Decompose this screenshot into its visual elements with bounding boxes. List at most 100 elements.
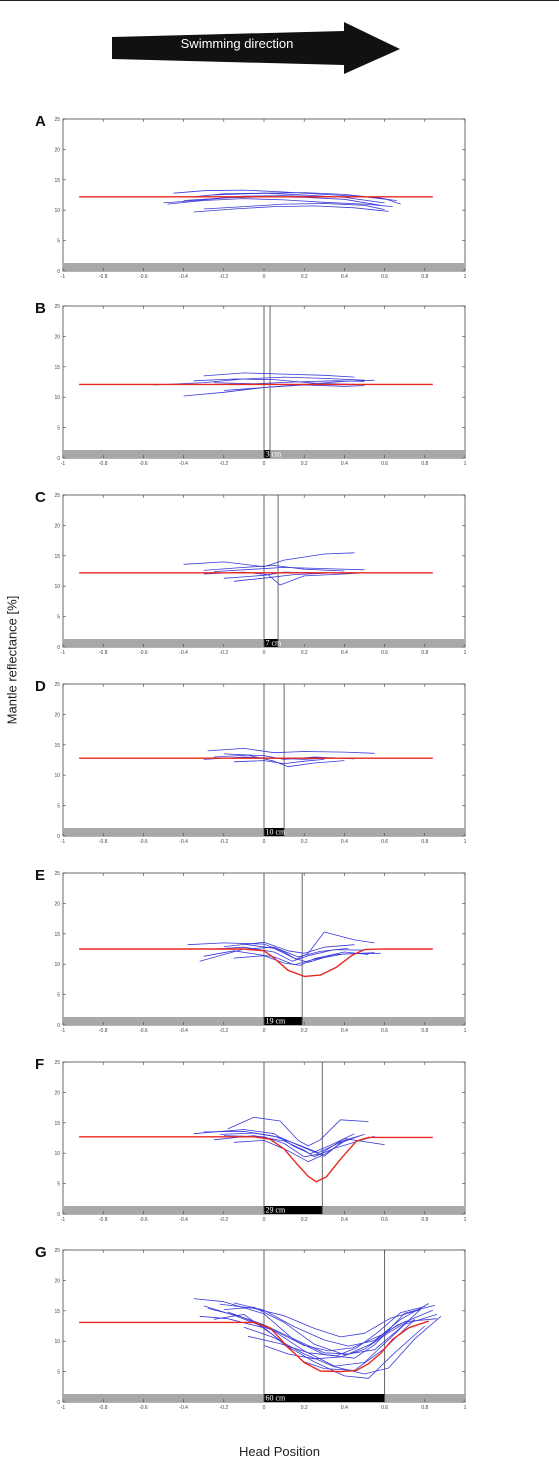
trace-line xyxy=(207,1308,437,1352)
x-tick-label: 0.8 xyxy=(421,461,428,467)
x-tick-label: 0.8 xyxy=(421,1217,428,1223)
x-tick-label: 0.6 xyxy=(381,839,388,845)
y-tick-label: 5 xyxy=(57,1370,60,1376)
x-tick-label: -0.2 xyxy=(219,1028,228,1034)
x-tick-label: -1 xyxy=(61,1217,66,1223)
y-tick-label: 15 xyxy=(54,1121,60,1127)
x-tick-label: -0.2 xyxy=(219,274,228,280)
x-tick-label: -1 xyxy=(61,461,66,467)
y-tick-label: 0 xyxy=(57,1212,60,1218)
y-tick-label: 15 xyxy=(54,365,60,371)
trace-line xyxy=(207,748,375,754)
stimulus-bar xyxy=(264,450,271,458)
x-tick-label: 0.2 xyxy=(301,1217,308,1223)
top-border-line xyxy=(0,0,559,1)
trace-line xyxy=(183,552,355,568)
x-tick-label: -0.6 xyxy=(139,839,148,845)
x-tick-label: 0.2 xyxy=(301,1028,308,1034)
y-tick-label: 25 xyxy=(54,871,60,877)
y-tick-label: 10 xyxy=(54,962,60,968)
panel-letter: B xyxy=(35,300,46,317)
panel-letter: F xyxy=(35,1056,44,1073)
x-tick-label: 0.8 xyxy=(421,274,428,280)
stimulus-bar xyxy=(264,639,279,647)
y-tick-label: 15 xyxy=(54,178,60,184)
x-tick-label: -0.4 xyxy=(179,1405,188,1411)
trace-line xyxy=(233,951,369,966)
x-tick-label: -0.4 xyxy=(179,461,188,467)
x-tick-label: 0 xyxy=(263,1405,266,1411)
panel-f: F 0 5 10 15 20 25 -1 -0.8 -0.6 -0.4 -0.2 0 0.2 0.4 0.6 0… xyxy=(35,1056,467,1223)
x-tick-label: -0.8 xyxy=(99,839,108,845)
x-tick-label: -0.6 xyxy=(139,461,148,467)
x-tick-label: -0.2 xyxy=(219,1405,228,1411)
x-tick-label: -0.6 xyxy=(139,1217,148,1223)
x-tick-label: 0.4 xyxy=(341,1217,348,1223)
trace-line xyxy=(247,1306,425,1357)
x-tick-label: 0 xyxy=(263,1217,266,1223)
x-tick-label: 0.2 xyxy=(301,839,308,845)
x-tick-label: 1 xyxy=(464,461,467,467)
x-tick-label: 0.4 xyxy=(341,1405,348,1411)
y-tick-label: 25 xyxy=(54,117,60,123)
trace-line xyxy=(187,931,375,960)
x-tick-label: 0.6 xyxy=(381,650,388,656)
x-tick-label: -0.8 xyxy=(99,1405,108,1411)
trace-line xyxy=(233,1138,349,1163)
x-tick-label: 0 xyxy=(263,650,266,656)
stimulus-bar xyxy=(264,1206,323,1214)
y-tick-label: 0 xyxy=(57,1400,60,1406)
y-tick-label: 25 xyxy=(54,682,60,688)
stimulus-label: 7 cm xyxy=(266,639,283,648)
x-tick-label: 0.8 xyxy=(421,839,428,845)
x-tick-label: -0.6 xyxy=(139,1405,148,1411)
x-tick-label: -0.8 xyxy=(99,461,108,467)
trace-line xyxy=(213,754,345,768)
x-tick-label: -0.8 xyxy=(99,1217,108,1223)
model-line xyxy=(79,948,433,978)
x-tick-label: -0.8 xyxy=(99,1028,108,1034)
x-tick-label: 0.6 xyxy=(381,1217,388,1223)
panel-a: A 0 5 10 15 20 25 -1 -0.8 -0.6 -0.4 -0.2 0 0.2 0.4 0.6 0… xyxy=(35,113,467,280)
stimulus-label: 3 cm xyxy=(266,450,283,459)
x-tick-label: 0 xyxy=(263,461,266,467)
x-tick-label: -0.6 xyxy=(139,650,148,656)
y-tick-label: 5 xyxy=(57,426,60,432)
x-tick-label: 0 xyxy=(263,274,266,280)
x-tick-label: 0 xyxy=(263,839,266,845)
trace-line xyxy=(233,572,335,582)
y-tick-label: 0 xyxy=(57,834,60,840)
trace-line xyxy=(193,205,389,213)
y-tick-label: 0 xyxy=(57,269,60,275)
panel-letter: D xyxy=(35,678,46,695)
y-tick-label: 25 xyxy=(54,1248,60,1254)
model-line xyxy=(79,1320,430,1373)
y-tick-label: 20 xyxy=(54,1278,60,1284)
y-tick-label: 15 xyxy=(54,1309,60,1315)
y-tick-label: 10 xyxy=(54,208,60,214)
y-tick-label: 25 xyxy=(54,304,60,310)
panel-b: B 0 5 10 15 20 25 -1 -0.8 -0.6 -0.4 -0.2 0 0.2 0.4 0.6 0… xyxy=(35,300,467,467)
stimulus-label: 60 cm xyxy=(266,1394,287,1403)
y-tick-label: 10 xyxy=(54,584,60,590)
x-tick-label: 0.4 xyxy=(341,1028,348,1034)
y-tick-label: 5 xyxy=(57,993,60,999)
y-tick-label: 10 xyxy=(54,773,60,779)
y-tick-label: 20 xyxy=(54,334,60,340)
trace-line xyxy=(213,567,365,572)
x-tick-label: 1 xyxy=(464,274,467,280)
trace-line xyxy=(233,759,325,764)
trace-line xyxy=(263,1320,409,1360)
trace-line xyxy=(223,1135,385,1158)
x-tick-label: -0.2 xyxy=(219,839,228,845)
x-tick-label: 0.2 xyxy=(301,650,308,656)
y-tick-label: 0 xyxy=(57,1023,60,1029)
x-tick-label: -0.4 xyxy=(179,1217,188,1223)
trace-line xyxy=(213,380,365,385)
trace-line xyxy=(223,941,355,954)
x-tick-label: 0.8 xyxy=(421,1405,428,1411)
trace-line xyxy=(199,946,349,962)
trace-line xyxy=(213,1314,416,1371)
x-tick-label: 0.4 xyxy=(341,274,348,280)
